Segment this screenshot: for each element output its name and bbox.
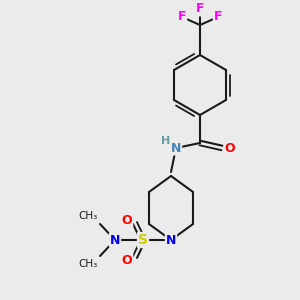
Text: N: N [110,233,120,247]
Text: CH₃: CH₃ [79,259,98,269]
Text: H: H [161,136,171,146]
Text: N: N [171,142,181,154]
Text: O: O [225,142,235,154]
Text: N: N [166,233,176,247]
Text: CH₃: CH₃ [79,211,98,221]
Text: S: S [138,233,148,247]
Text: F: F [178,11,186,23]
Text: O: O [122,214,132,226]
Text: O: O [122,254,132,266]
Text: F: F [196,2,204,16]
Text: F: F [214,11,222,23]
